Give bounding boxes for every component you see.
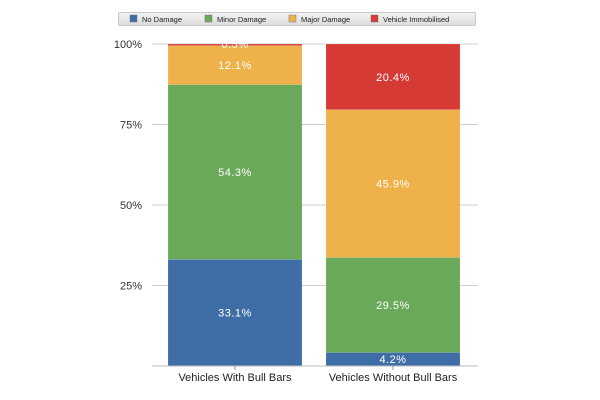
bar-segment	[325, 257, 461, 353]
legend-swatch	[370, 14, 379, 23]
x-tick-label: Vehicles Without Bull Bars	[329, 372, 458, 384]
y-tick-label: 75%	[120, 120, 142, 132]
legend-label: Minor Damage	[217, 15, 266, 24]
axes: 25% 50% 75% 100% Vehicles With Bull Bars Vehi…	[114, 39, 478, 384]
data-label: 54.3%	[218, 167, 252, 179]
data-label: 0.5%	[221, 39, 248, 51]
legend: No Damage Minor Damage Major Damage Vehicle…	[129, 14, 449, 24]
y-tick-label: 25%	[120, 281, 142, 293]
legend-swatch	[288, 14, 297, 23]
data-label: 29.5%	[376, 300, 410, 312]
legend-label: Vehicle Immobilised	[383, 15, 449, 24]
bar-segment	[325, 109, 461, 258]
bars	[167, 43, 461, 367]
bar-segment	[167, 84, 303, 260]
bar-segment	[325, 43, 461, 110]
data-label: 4.2%	[379, 354, 406, 366]
legend-label: Major Damage	[301, 15, 350, 24]
legend-swatch	[204, 14, 213, 23]
data-label: 20.4%	[376, 72, 410, 84]
data-label: 45.9%	[376, 179, 410, 191]
y-tick-label: 100%	[114, 39, 142, 51]
legend-label: No Damage	[142, 15, 182, 24]
bar-segment	[167, 45, 303, 85]
data-label: 12.1%	[218, 60, 252, 72]
x-tick-label: Vehicles With Bull Bars	[178, 372, 292, 384]
data-labels: 33.1% 54.3% 12.1% 0.5% 4.2% 29.5% 45.9% 20.4%	[218, 39, 410, 366]
data-label: 33.1%	[218, 308, 252, 320]
bar-segment	[167, 43, 303, 46]
legend-swatch	[129, 14, 138, 23]
y-tick-label: 50%	[120, 200, 142, 212]
